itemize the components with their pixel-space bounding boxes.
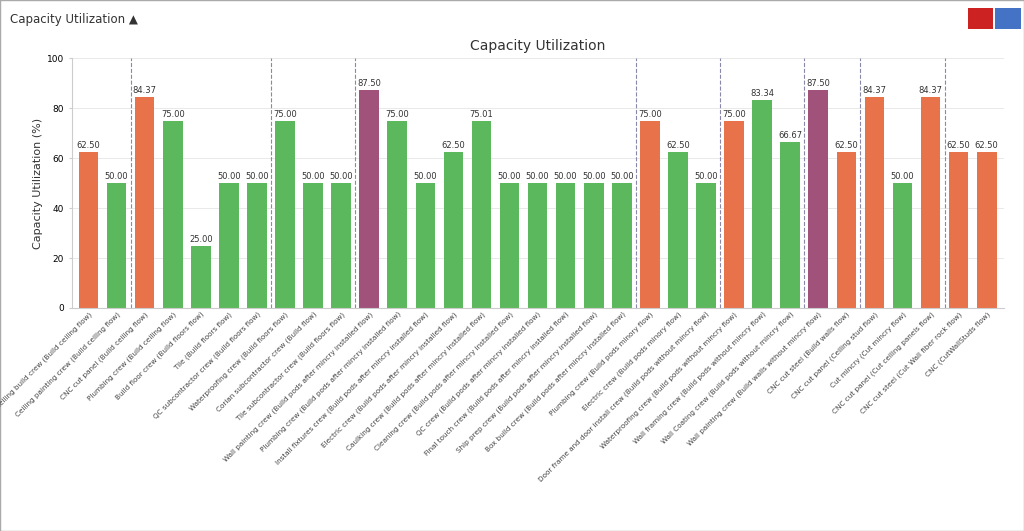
Text: 75.00: 75.00 [273, 110, 297, 119]
Bar [668, 152, 688, 308]
Bar [584, 183, 603, 308]
Text: 83.34: 83.34 [751, 89, 774, 98]
Bar [612, 183, 632, 308]
Bar [864, 97, 885, 308]
Text: 25.00: 25.00 [189, 235, 213, 244]
Text: 75.00: 75.00 [638, 110, 662, 119]
Bar [359, 90, 379, 308]
Bar [79, 152, 98, 308]
Bar [332, 183, 351, 308]
Bar [640, 121, 659, 308]
Text: 84.37: 84.37 [133, 87, 157, 96]
Text: 75.01: 75.01 [470, 110, 494, 119]
Text: 75.00: 75.00 [161, 110, 184, 119]
Bar [106, 183, 126, 308]
Text: 84.37: 84.37 [862, 87, 887, 96]
Bar [527, 183, 548, 308]
Bar [949, 152, 969, 308]
Bar [135, 97, 155, 308]
Bar [893, 183, 912, 308]
Text: 62.50: 62.50 [835, 141, 858, 150]
Text: 50.00: 50.00 [498, 172, 521, 181]
Bar [247, 183, 266, 308]
Bar [472, 121, 492, 308]
Bar [219, 183, 239, 308]
Bar [387, 121, 408, 308]
Text: 75.00: 75.00 [385, 110, 410, 119]
Text: 62.50: 62.50 [975, 141, 998, 150]
Text: 50.00: 50.00 [694, 172, 718, 181]
Text: 66.67: 66.67 [778, 131, 802, 140]
Text: 84.37: 84.37 [919, 87, 942, 96]
Text: 87.50: 87.50 [806, 79, 830, 88]
Bar [724, 121, 743, 308]
Bar [556, 183, 575, 308]
Bar [443, 152, 463, 308]
Text: 50.00: 50.00 [217, 172, 241, 181]
Text: 50.00: 50.00 [891, 172, 914, 181]
Bar [921, 97, 940, 308]
Bar [753, 100, 772, 308]
Bar [780, 142, 800, 308]
Text: 50.00: 50.00 [104, 172, 128, 181]
Text: 62.50: 62.50 [441, 141, 465, 150]
Text: 62.50: 62.50 [77, 141, 100, 150]
Text: 50.00: 50.00 [525, 172, 550, 181]
Text: 50.00: 50.00 [582, 172, 605, 181]
Bar [416, 183, 435, 308]
Text: 50.00: 50.00 [301, 172, 325, 181]
Text: 50.00: 50.00 [245, 172, 268, 181]
Bar [303, 183, 323, 308]
Text: 62.50: 62.50 [666, 141, 690, 150]
Text: Capacity Utilization ▲: Capacity Utilization ▲ [10, 13, 138, 26]
Text: 50.00: 50.00 [330, 172, 353, 181]
Bar [809, 90, 828, 308]
Text: 50.00: 50.00 [414, 172, 437, 181]
Bar [696, 183, 716, 308]
Bar [837, 152, 856, 308]
Bar [190, 246, 211, 308]
Y-axis label: Capacity Utilization (%): Capacity Utilization (%) [33, 118, 43, 249]
Bar [500, 183, 519, 308]
Title: Capacity Utilization: Capacity Utilization [470, 39, 605, 53]
Bar [275, 121, 295, 308]
Text: 75.00: 75.00 [722, 110, 745, 119]
Text: 62.50: 62.50 [947, 141, 971, 150]
Text: 87.50: 87.50 [357, 79, 381, 88]
Text: 50.00: 50.00 [610, 172, 634, 181]
Bar [163, 121, 182, 308]
Text: 50.00: 50.00 [554, 172, 578, 181]
Bar [977, 152, 996, 308]
